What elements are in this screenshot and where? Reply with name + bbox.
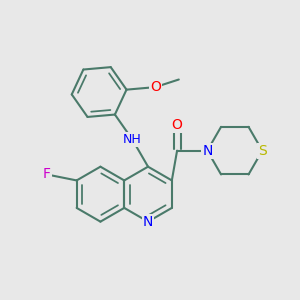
Text: S: S <box>258 144 267 158</box>
Text: O: O <box>150 80 161 94</box>
Text: F: F <box>43 167 51 182</box>
Text: NH: NH <box>123 133 142 146</box>
Text: N: N <box>143 214 153 229</box>
Text: O: O <box>172 118 182 131</box>
Text: N: N <box>202 144 212 158</box>
